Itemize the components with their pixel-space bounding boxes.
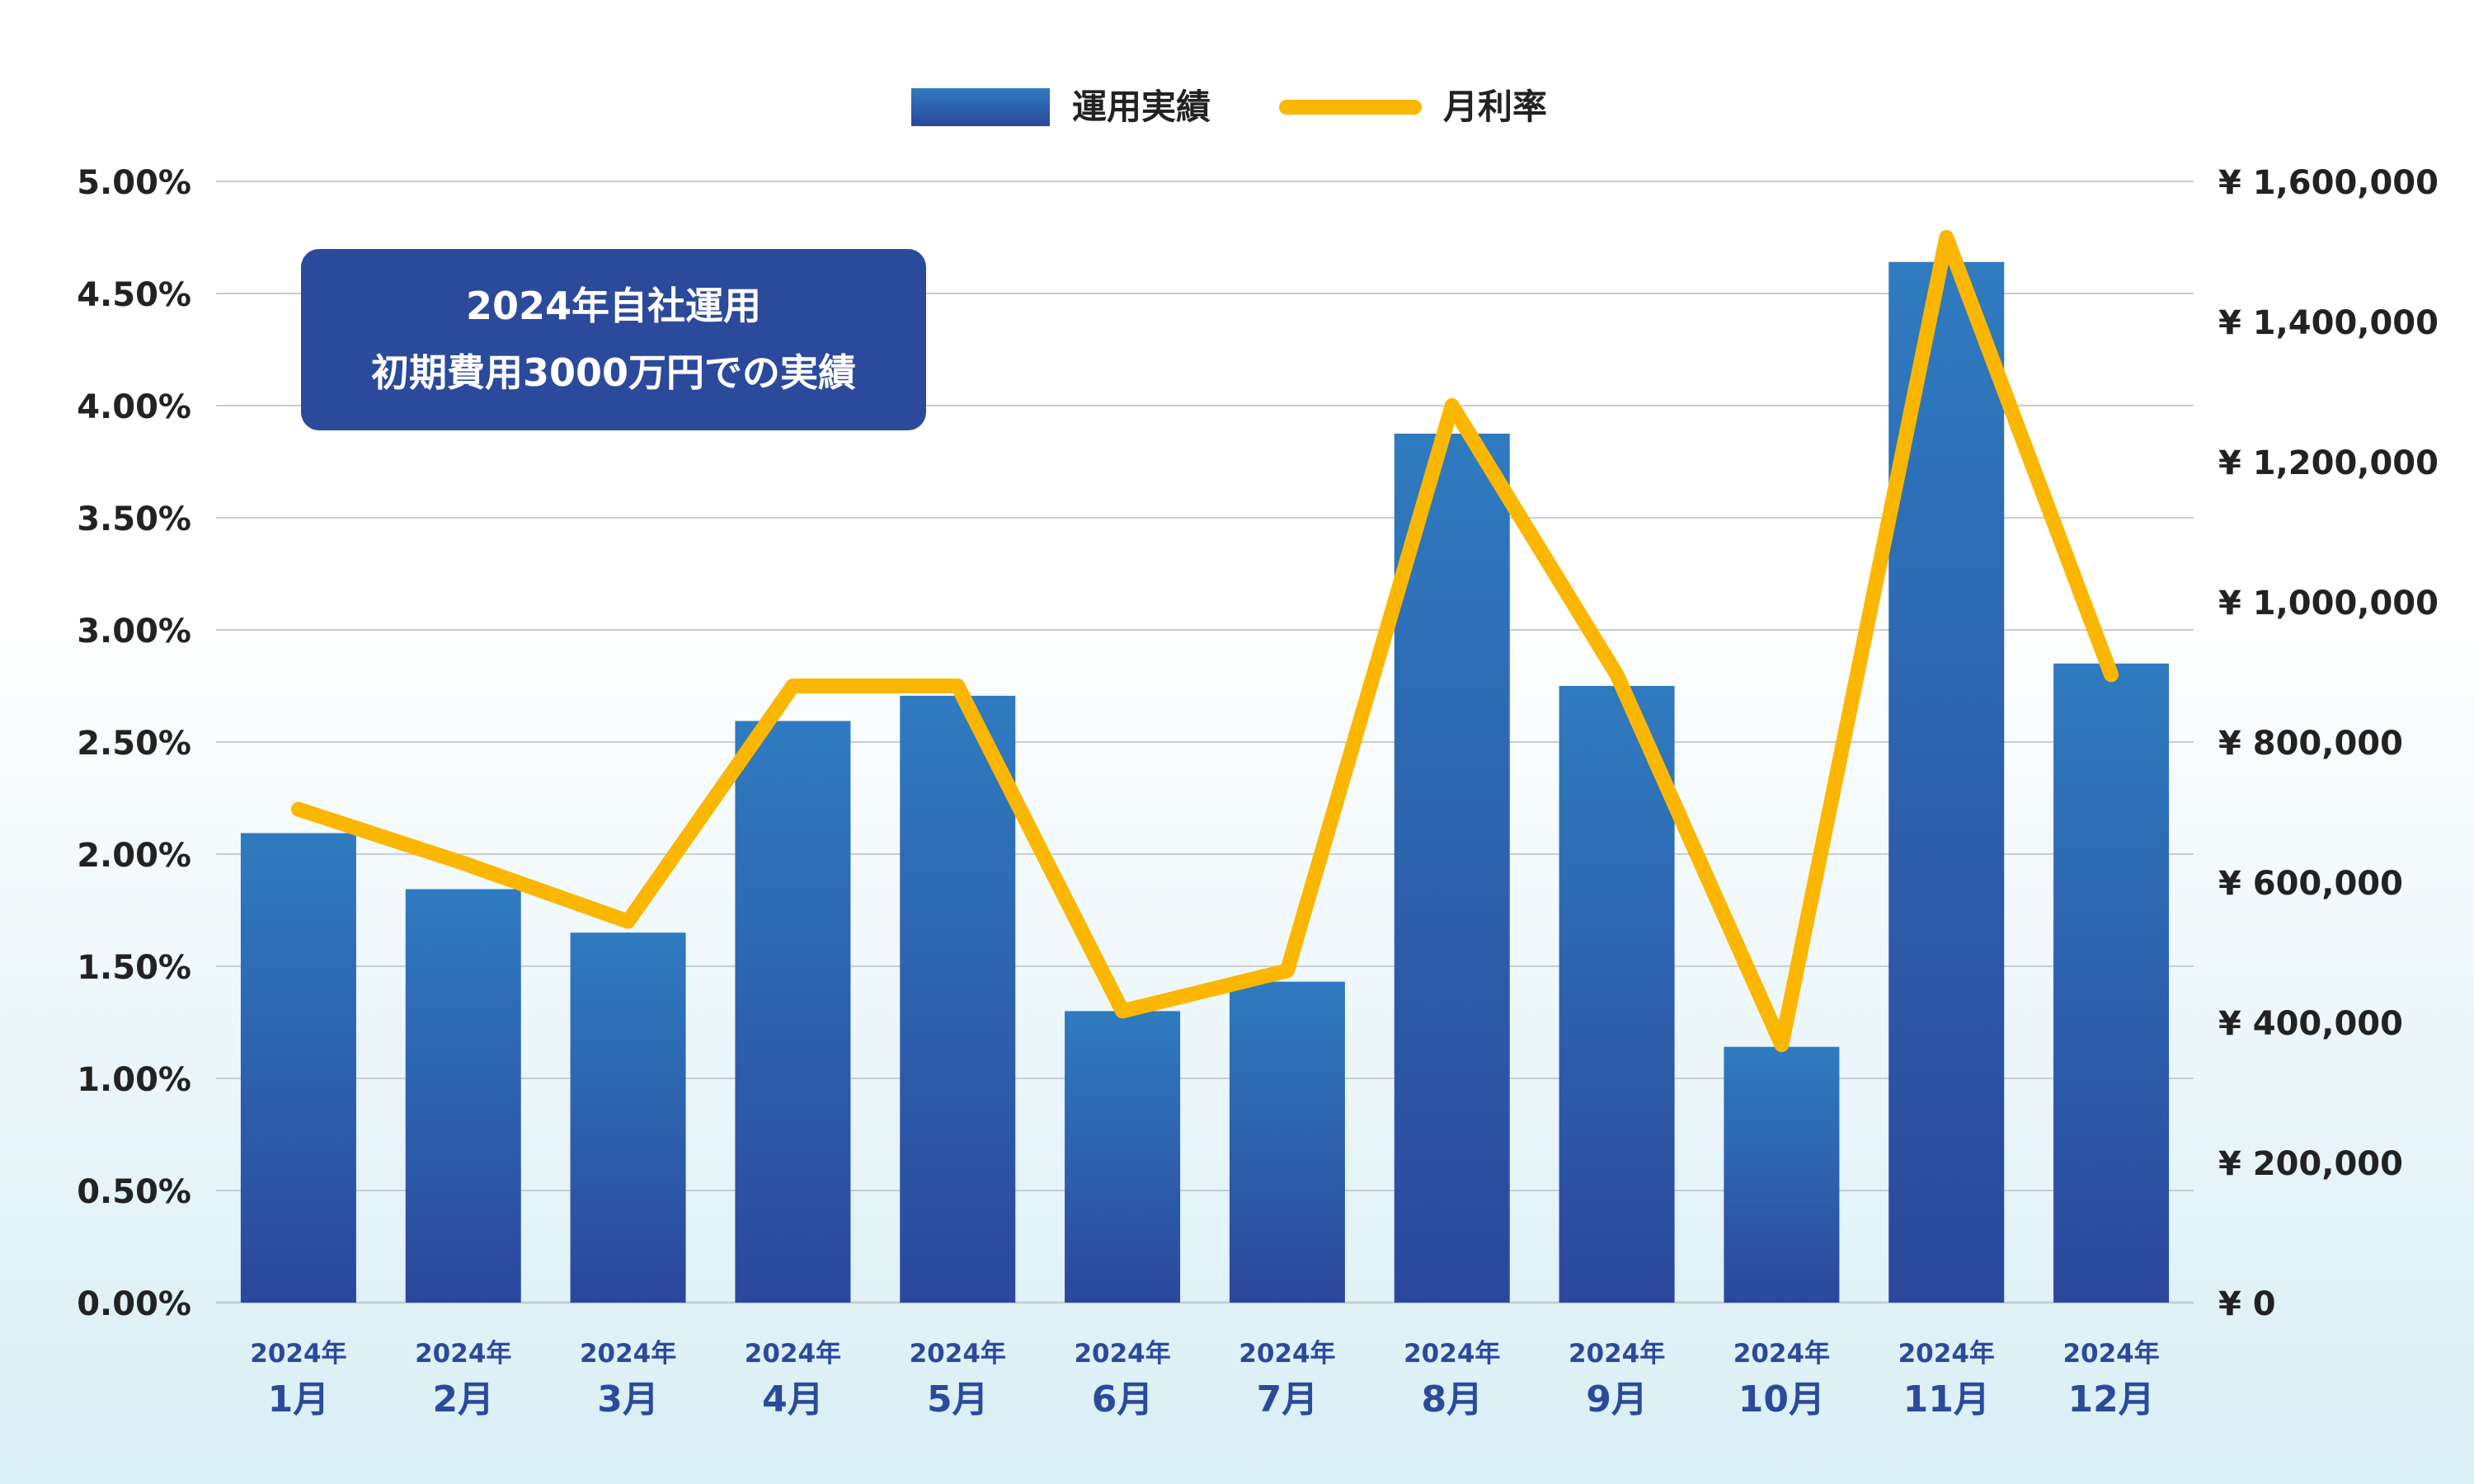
rate-point-8: [1450, 404, 1454, 407]
bar-8: [1394, 434, 1510, 1303]
rate-point-4: [791, 684, 795, 688]
x-label-month: 3月: [597, 1378, 659, 1421]
left-tick-label: 2.50%: [77, 725, 191, 763]
legend-label-bar: 運用実績: [1072, 87, 1211, 127]
bar-12: [2053, 663, 2170, 1303]
right-tick-label: ¥ 800,000: [2218, 725, 2403, 763]
bar-10: [1724, 1046, 1840, 1303]
legend-label-line: 月利率: [1443, 87, 1547, 127]
right-tick-label: ¥ 400,000: [2218, 1005, 2403, 1043]
x-label-year: 2024年: [250, 1339, 346, 1369]
legend: 運用実績 月利率: [911, 87, 1547, 127]
x-label-month: 9月: [1586, 1378, 1648, 1421]
left-tick-label: 1.50%: [77, 949, 191, 987]
x-label-year: 2024年: [1898, 1339, 1995, 1369]
left-tick-label: 4.00%: [77, 388, 191, 426]
x-label-year: 2024年: [2062, 1339, 2159, 1369]
x-label-month: 2月: [432, 1378, 494, 1421]
bar-4: [735, 721, 851, 1303]
bar-6: [1065, 1011, 1181, 1303]
rate-point-11: [1945, 236, 1949, 239]
left-tick-label: 1.00%: [77, 1061, 191, 1099]
x-label-month: 7月: [1257, 1378, 1319, 1421]
right-tick-label: ¥ 1,000,000: [2218, 585, 2439, 622]
rate-point-6: [1121, 1009, 1125, 1013]
left-tick-label: 5.00%: [77, 164, 191, 202]
x-label-month: 5月: [927, 1378, 989, 1421]
x-label-year: 2024年: [745, 1339, 841, 1369]
annotation-line2: 初期費用3000万円での実績: [371, 350, 856, 395]
left-axis: 0.00% 0.50% 1.00% 1.50% 2.00% 2.50% 3.00% 3.50%…: [77, 164, 191, 1323]
rate-point-10: [1780, 1043, 1784, 1047]
x-label-year: 2024年: [1239, 1339, 1335, 1369]
rate-point-12: [2109, 673, 2114, 677]
left-tick-label: 2.00%: [77, 837, 191, 875]
x-label-month: 1月: [268, 1378, 330, 1421]
right-axis: ¥ 0 ¥ 200,000 ¥ 400,000 ¥ 600,000 ¥ 800,000 ¥…: [2218, 164, 2439, 1323]
x-label-month: 6月: [1092, 1378, 1154, 1421]
x-label-year: 2024年: [580, 1339, 676, 1369]
x-label-year: 2024年: [1569, 1339, 1665, 1369]
bar-1: [240, 833, 356, 1303]
rate-point-9: [1615, 673, 1619, 677]
bar-2: [405, 889, 521, 1303]
bars: [240, 261, 2170, 1303]
right-tick-label: ¥ 600,000: [2218, 865, 2403, 903]
right-tick-label: ¥ 1,400,000: [2218, 304, 2439, 342]
x-label-year: 2024年: [415, 1339, 511, 1369]
rate-line-path: [290, 230, 2119, 1053]
rate-point-1: [296, 807, 300, 811]
x-label-year: 2024年: [1404, 1339, 1500, 1369]
x-label-month: 11月: [1903, 1378, 1990, 1421]
x-label-month: 4月: [762, 1378, 824, 1421]
right-tick-label: ¥ 0: [2218, 1285, 2276, 1323]
bar-9: [1559, 686, 1675, 1303]
x-label-year: 2024年: [910, 1339, 1006, 1369]
annotation-line1: 2024年自社運用: [466, 284, 761, 328]
left-tick-label: 3.00%: [77, 613, 191, 650]
x-label-month: 10月: [1738, 1378, 1825, 1421]
rate-point-7: [1285, 969, 1289, 973]
left-tick-label: 0.50%: [77, 1173, 191, 1211]
left-tick-label: 3.50%: [77, 500, 191, 538]
annotation-box: 2024年自社運用 初期費用3000万円での実績: [301, 249, 926, 430]
rate-line: [290, 230, 2119, 1053]
left-tick-label: 4.50%: [77, 276, 191, 314]
right-tick-label: ¥ 200,000: [2218, 1145, 2403, 1183]
right-tick-label: ¥ 1,200,000: [2218, 444, 2439, 482]
left-tick-label: 0.00%: [77, 1285, 191, 1323]
bar-3: [570, 932, 686, 1303]
x-label-year: 2024年: [1733, 1339, 1830, 1369]
rate-point-2: [461, 861, 465, 865]
rate-point-5: [956, 684, 960, 688]
bar-5: [900, 695, 1016, 1303]
right-tick-label: ¥ 1,600,000: [2218, 164, 2439, 202]
x-axis: 2024年 1月 2024年 2月 2024年 3月 2024年 4月 2024年 5月 2024年…: [250, 1339, 2159, 1421]
x-label-year: 2024年: [1074, 1339, 1170, 1369]
rate-point-3: [626, 919, 630, 923]
legend-swatch-bar: [911, 88, 1050, 126]
x-label-month: 8月: [1421, 1378, 1483, 1421]
bar-7: [1229, 981, 1345, 1303]
x-label-month: 12月: [2067, 1378, 2154, 1421]
